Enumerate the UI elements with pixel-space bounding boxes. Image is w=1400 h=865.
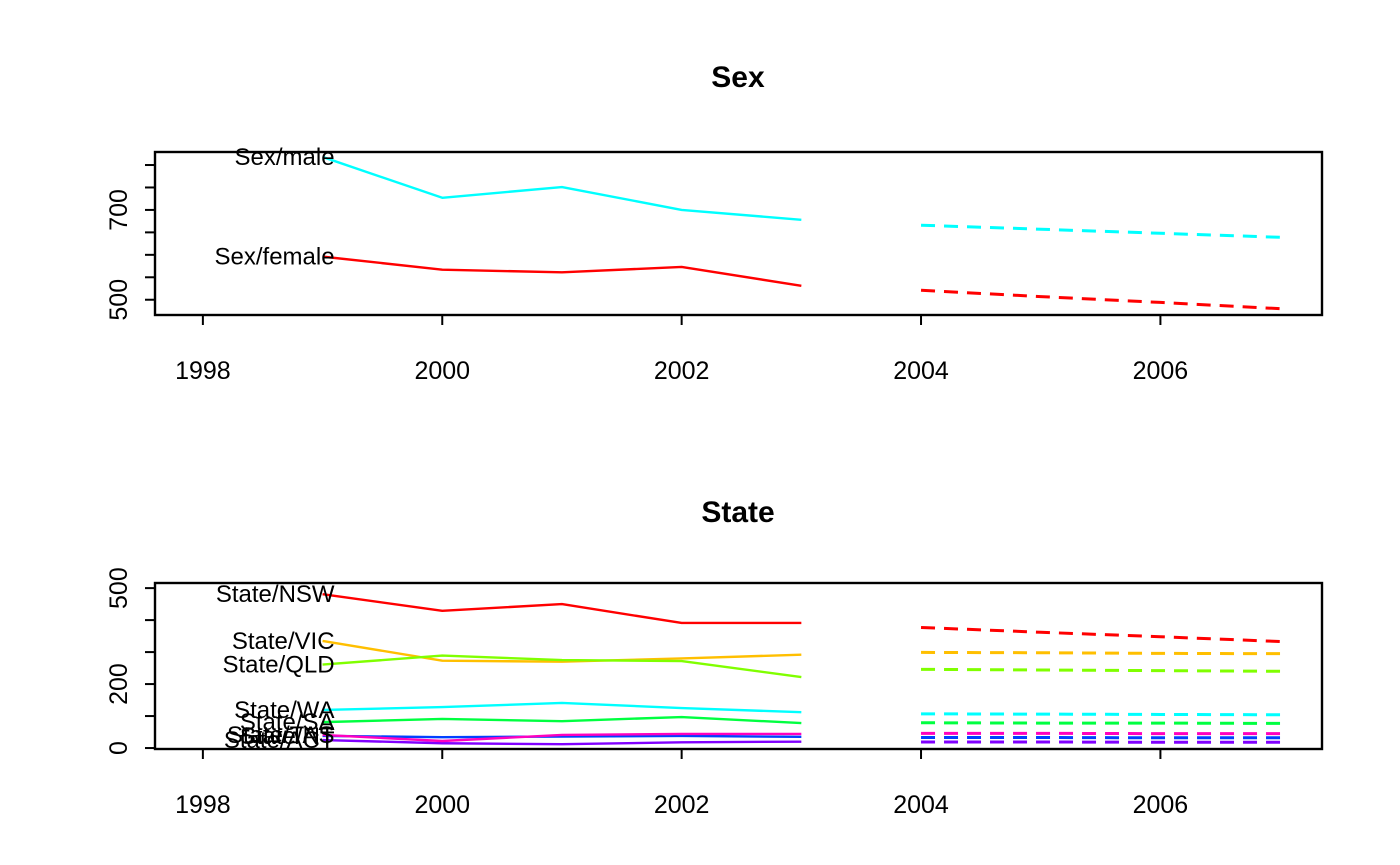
forecast-line-state-qld (921, 667, 1281, 673)
series-label-state-nt: State/NT (240, 723, 335, 750)
x-axis-tick-label: 1998 (175, 791, 231, 819)
forecast-line-state-wa (921, 712, 1281, 717)
series-label-state-sa: State/SA (240, 709, 335, 736)
forecast-line-state-nsw (920, 625, 1281, 644)
y-axis-tick-label: 700 (105, 189, 133, 231)
historical-line-state-qld (322, 654, 802, 679)
sex-panel-title: Sex (711, 61, 765, 94)
historical-line-sex-male (322, 155, 802, 222)
historical-line-state-act (322, 738, 802, 746)
historical-line-state-nsw (322, 593, 802, 625)
x-axis-tick-label: 2000 (414, 791, 470, 819)
series-label-sex-male: Sex/male (235, 144, 335, 171)
series-label-state-tas: State/TAS (227, 722, 335, 749)
plot-box (153, 581, 1324, 751)
historical-line-state-nt (322, 734, 802, 739)
forecast-line-sex-male (920, 223, 1281, 239)
y-axis-tick-label: 0 (105, 741, 133, 755)
x-axis-tick-label: 1998 (175, 357, 231, 385)
plot-box (153, 150, 1324, 317)
x-axis-tick-label: 2002 (654, 357, 710, 385)
historical-line-state-wa (322, 701, 802, 714)
y-axis-tick-label: 200 (105, 663, 133, 705)
series-label-state-nsw: State/NSW (216, 581, 335, 608)
x-axis-tick-label: 2006 (1133, 357, 1189, 385)
series-label-state-vic: State/VIC (232, 628, 335, 655)
state-panel: 1998 2000 2002 2004 2006 0 200 500 State/NSW Stat… (105, 567, 1324, 819)
forecast-line-state-sa (921, 721, 1281, 725)
x-axis-tick-label: 2006 (1133, 791, 1189, 819)
state-panel-title: State (701, 496, 774, 529)
forecast-line-state-vic (921, 650, 1281, 656)
x-axis-tick-label: 2004 (893, 791, 949, 819)
historical-line-state-tas (322, 732, 802, 743)
y-axis-tick-label: 500 (105, 567, 133, 609)
sex-panel: 1998 2000 2002 2004 2006 500 700 Sex/female Sex/… (105, 144, 1324, 385)
historical-line-state-sa (322, 715, 802, 725)
y-axis-tick-label: 500 (105, 279, 133, 321)
historical-line-sex-female (322, 255, 802, 287)
series-label-sex-female: Sex/female (215, 244, 335, 271)
forecast-line-sex-female (920, 288, 1281, 311)
x-axis-tick-label: 2004 (893, 357, 949, 385)
series-label-state-qld: State/QLD (223, 652, 335, 679)
x-axis-tick-label: 2000 (414, 357, 470, 385)
historical-line-state-vic (322, 639, 802, 663)
series-label-state-wa: State/WA (234, 697, 334, 724)
series-label-state-act: State/ACT (224, 727, 335, 754)
x-axis-tick-label: 2002 (654, 791, 710, 819)
